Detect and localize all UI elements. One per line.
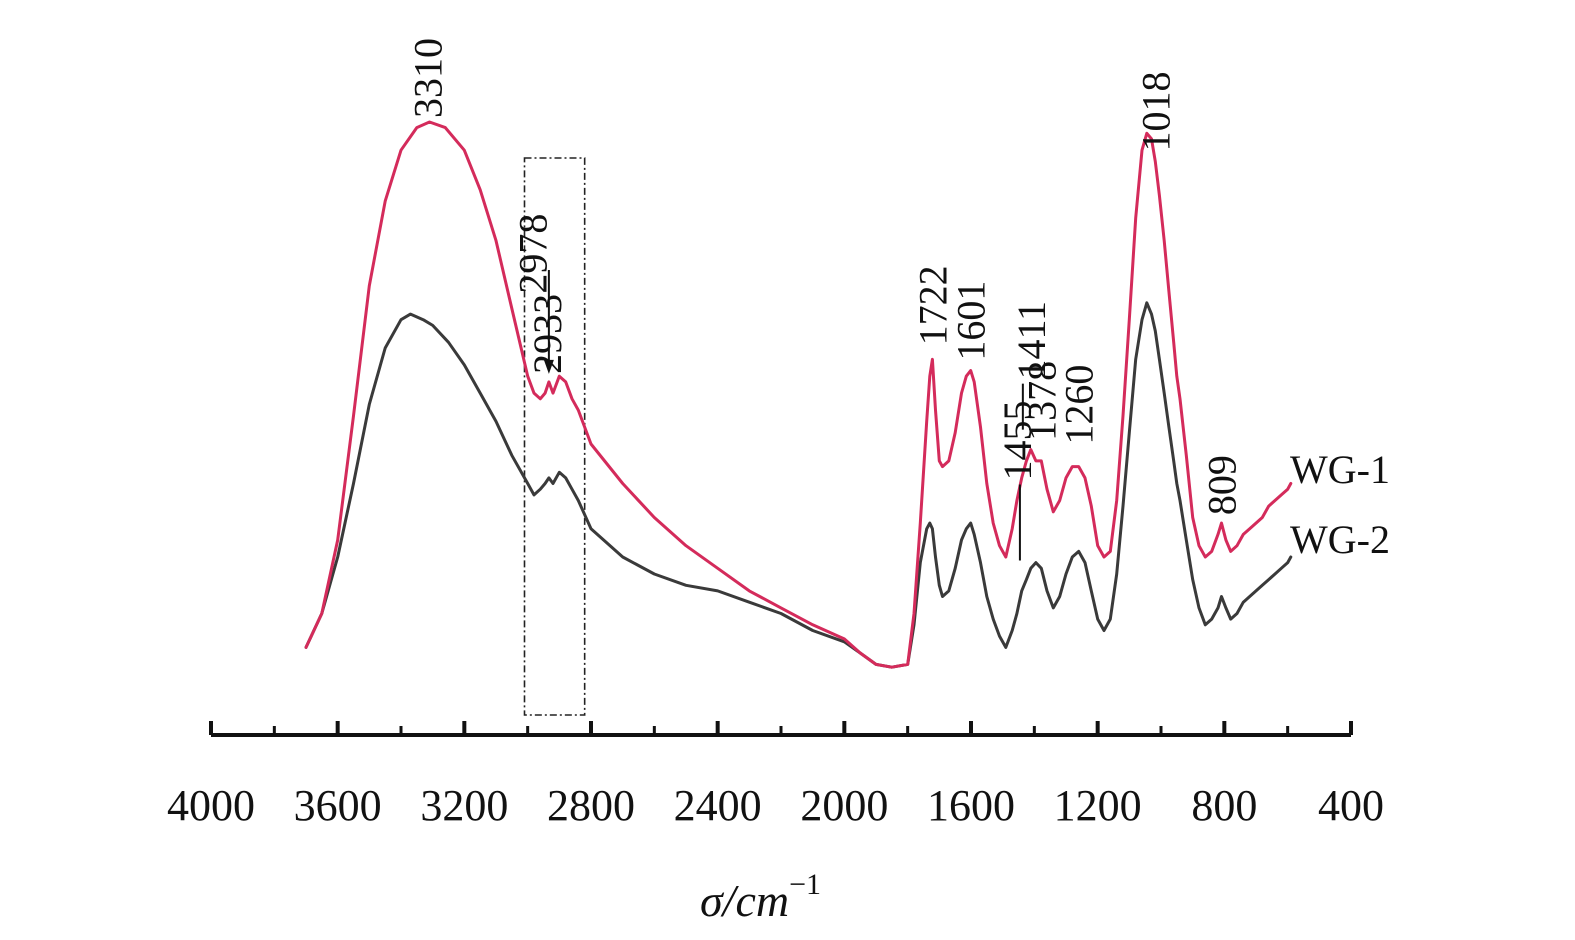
x-tick-label-1200: 1200 [1054, 781, 1142, 830]
x-tick-label-3600: 3600 [294, 781, 382, 830]
peak-label-1260: 1260 [1057, 365, 1102, 445]
peak-label-1722: 1722 [910, 265, 955, 345]
x-tick-label-2000: 2000 [800, 781, 888, 830]
x-tick-label-3200: 3200 [420, 781, 508, 830]
x-axis-label-superscript: −1 [789, 868, 821, 901]
peak-label-1411: 1411 [1009, 301, 1054, 380]
x-tick-label-4000: 4000 [167, 781, 255, 830]
x-tick-label-400: 400 [1318, 781, 1384, 830]
peak-arrowhead-2933 [543, 359, 554, 374]
peak-label-1455: 1455 [995, 400, 1040, 480]
x-tick-label-2400: 2400 [674, 781, 762, 830]
series-line-wg-1 [304, 120, 1293, 669]
peak-label-1378: 1378 [1019, 361, 1064, 441]
x-axis: 4000 3600 3200 2800 2400 2000 1600 1200 800 400 [167, 721, 1384, 830]
series-label-wg2: WG-2 [1290, 517, 1390, 562]
x-axis-label-main: σ/cm [700, 875, 789, 926]
series-line-wg-2 [304, 301, 1293, 669]
plot-area [304, 120, 1293, 716]
peak-label-809: 809 [1200, 455, 1245, 515]
highlight-box [523, 157, 586, 716]
x-tick-label-1600: 1600 [927, 781, 1015, 830]
x-axis-label: σ/cm−1 [700, 868, 821, 926]
x-tick-label-800: 800 [1191, 781, 1257, 830]
peak-label-1018: 1018 [1133, 72, 1178, 152]
series-label-wg1: WG-1 [1290, 447, 1390, 492]
peak-label-3310: 3310 [405, 38, 450, 118]
x-tick-label-2800: 2800 [547, 781, 635, 830]
peak-label-1601: 1601 [949, 281, 994, 361]
